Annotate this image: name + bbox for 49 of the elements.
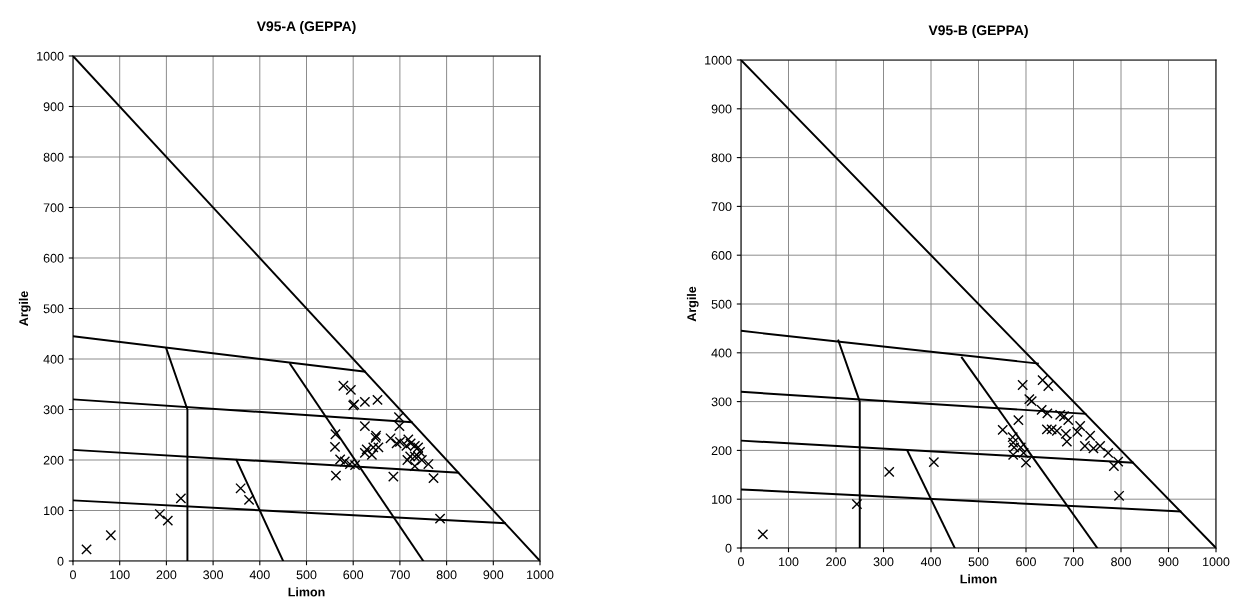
x-tick-label: 700 [390,570,410,580]
y-tick-label: 100 [44,506,64,516]
x-tick-label: 500 [968,557,989,567]
x-tick-label: 300 [203,570,224,580]
y-tick-label: 200 [43,455,64,465]
x-tick-label: 100 [779,557,799,567]
y-tick-label: 800 [43,152,64,162]
y-tick-label: 1000 [37,51,64,61]
y-axis-title: Argile [686,286,699,322]
y-tick-label: 600 [711,251,732,260]
y-tick-label: 100 [712,495,732,504]
x-tick-label: 500 [296,570,317,580]
x-tick-label: 1000 [1203,557,1230,567]
y-tick-label: 200 [711,446,732,456]
x-tick-label: 400 [920,557,941,567]
chart-title: V95-B (GEPPA) [928,24,1028,38]
y-tick-label: 700 [711,202,732,212]
x-tick-label: 0 [738,557,744,567]
y-tick-label: 500 [711,299,732,309]
y-tick-label: 300 [43,405,64,415]
x-tick-label: 200 [826,557,846,567]
y-tick-label: 900 [43,102,64,112]
chart-title: V95-A (GEPPA) [256,20,356,34]
x-tick-label: 1000 [527,570,554,580]
y-tick-label: 300 [711,397,732,407]
y-tick-label: 800 [711,153,732,163]
y-tick-label: 400 [711,348,732,358]
x-tick-label: 600 [1016,557,1036,567]
y-tick-label: 600 [43,253,64,263]
x-tick-label: 400 [249,570,270,580]
y-tick-label: 900 [711,104,732,114]
y-tick-label: 500 [43,304,64,314]
x-tick-label: 200 [156,570,177,580]
x-tick-label: 900 [483,570,504,580]
y-axis-title: Argile [18,291,31,326]
y-tick-label: 1000 [705,55,732,65]
x-tick-label: 900 [1158,557,1179,567]
x-tick-label: 100 [110,570,130,580]
y-tick-label: 400 [43,354,64,364]
y-tick-label: 0 [725,543,732,553]
x-tick-label: 800 [436,570,457,580]
x-tick-label: 700 [1063,557,1084,567]
x-tick-label: 0 [70,570,76,580]
x-tick-label: 300 [873,557,894,567]
x-axis-title: Limon [288,587,325,597]
x-tick-label: 800 [1111,557,1131,567]
x-axis-title: Limon [960,574,997,584]
y-tick-label: 700 [43,203,64,213]
x-tick-label: 600 [343,570,364,580]
